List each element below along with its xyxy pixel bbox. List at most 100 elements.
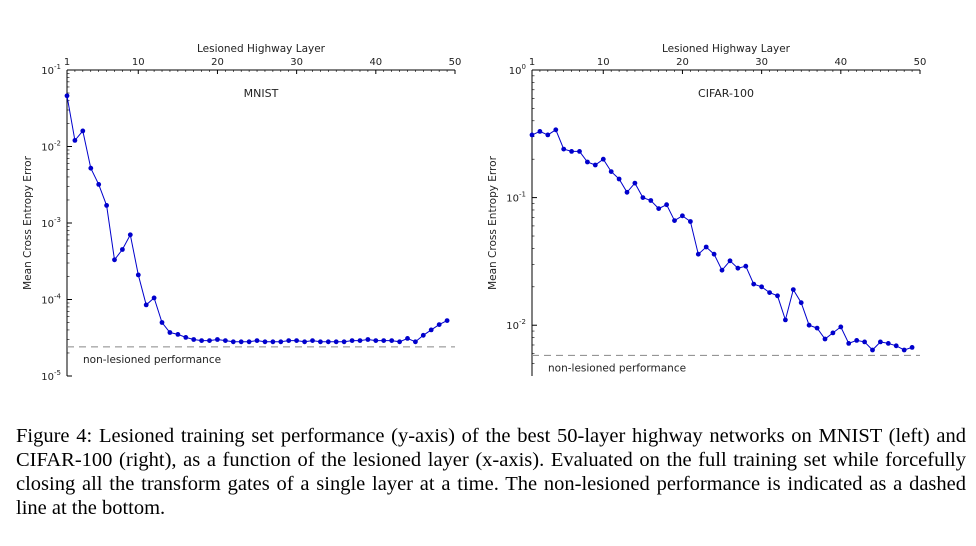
cifar-data-point bbox=[830, 330, 836, 336]
mnist-data-point bbox=[120, 247, 125, 252]
mnist-data-point bbox=[72, 138, 78, 143]
mnist-data-point bbox=[413, 339, 418, 345]
mnist-data-point bbox=[175, 332, 181, 337]
mnist-y-tick-label: 10-5 bbox=[41, 369, 61, 383]
cifar-data-point bbox=[790, 287, 796, 292]
mnist-reference-label: non-lesioned performance bbox=[83, 354, 221, 366]
mnist-x-tick-label: 40 bbox=[369, 57, 382, 68]
mnist-series-line bbox=[66, 95, 448, 343]
cifar-y-axis-label: Mean Cross Entropy Error bbox=[487, 155, 499, 289]
mnist-y-tick-label: 10-4 bbox=[41, 293, 61, 307]
cifar-data-point bbox=[878, 339, 883, 345]
cifar-data-point bbox=[703, 244, 709, 250]
cifar-data-point bbox=[537, 129, 543, 134]
cifar-x-tick-label: 40 bbox=[834, 57, 847, 68]
mnist-data-point bbox=[405, 336, 410, 341]
cifar-data-point bbox=[711, 251, 717, 257]
mnist-data-point bbox=[262, 339, 268, 345]
mnist-data-point bbox=[80, 128, 86, 134]
mnist-data-point bbox=[246, 339, 252, 345]
cifar-x-axis-label: Lesioned Highway Layer bbox=[662, 43, 791, 55]
mnist-data-point bbox=[318, 339, 323, 345]
mnist-panel-title: MNIST bbox=[244, 87, 279, 100]
mnist-data-point bbox=[286, 338, 292, 343]
cifar-data-point bbox=[561, 146, 567, 152]
cifar-data-point bbox=[767, 290, 772, 295]
cifar-data-point bbox=[695, 251, 701, 257]
mnist-data-point bbox=[223, 338, 228, 343]
cifar-data-point bbox=[806, 322, 812, 328]
mnist-data-point bbox=[191, 337, 197, 342]
mnist-data-point bbox=[310, 338, 315, 343]
mnist-data-point bbox=[183, 335, 189, 340]
mnist-x-tick-label: 30 bbox=[290, 57, 303, 68]
mnist-data-point bbox=[112, 257, 117, 263]
mnist-data-point bbox=[159, 320, 165, 325]
cifar-data-point bbox=[822, 336, 828, 342]
mnist-plot: 1 10 20 30 40 50 Lesioned Highway Layer 10-1 10-… bbox=[22, 43, 461, 383]
cifar-y-tick-label: 10-1 bbox=[506, 191, 526, 205]
mnist-data-point bbox=[381, 338, 387, 343]
cifar-x-tick-label: 20 bbox=[676, 57, 689, 68]
mnist-data-point bbox=[389, 338, 395, 343]
mnist-data-point bbox=[151, 295, 157, 301]
cifar-data-point bbox=[553, 127, 559, 133]
mnist-data-point bbox=[270, 339, 276, 345]
mnist-data-point bbox=[357, 338, 363, 343]
cifar-data-point bbox=[585, 159, 590, 165]
cifar-data-point bbox=[743, 263, 749, 269]
cifar-data-point bbox=[854, 338, 860, 343]
cifar-data-point bbox=[664, 202, 669, 208]
mnist-data-point bbox=[143, 302, 149, 308]
cifar-data-point bbox=[640, 195, 646, 201]
cifar-y-tick-label: 10-2 bbox=[506, 318, 526, 332]
cifar-x-tick-label: 30 bbox=[755, 57, 768, 68]
cifar-data-point bbox=[529, 132, 535, 138]
mnist-data-point bbox=[88, 165, 94, 171]
mnist-x-tick-label: 1 bbox=[64, 57, 70, 68]
mnist-data-point bbox=[278, 339, 284, 345]
cifar-data-point bbox=[569, 149, 574, 154]
mnist-data-point bbox=[373, 338, 379, 343]
cifar-data-point bbox=[608, 169, 614, 175]
mnist-y-tick-label: 10-1 bbox=[41, 63, 61, 77]
cifar-x-tick-label: 10 bbox=[597, 57, 610, 68]
cifar-data-point bbox=[798, 300, 804, 306]
cifar-data-point bbox=[901, 347, 907, 353]
cifar-data-point bbox=[632, 180, 638, 186]
figure: 1 10 20 30 40 50 Lesioned Highway Layer 10-1 10-… bbox=[22, 43, 926, 383]
mnist-data-point bbox=[420, 332, 426, 338]
cifar-y-tick-label: 100 bbox=[509, 63, 526, 77]
mnist-data-point bbox=[365, 337, 371, 342]
mnist-data-point bbox=[104, 203, 109, 208]
figure-caption: Figure 4: Lesioned training set performa… bbox=[16, 425, 966, 519]
mnist-x-tick-label: 20 bbox=[211, 57, 224, 68]
cifar-reference-label: non-lesioned performance bbox=[548, 362, 686, 374]
mnist-x-tick-label: 10 bbox=[132, 57, 145, 68]
cifar-data-point bbox=[885, 341, 891, 346]
cifar-data-point bbox=[727, 258, 733, 264]
cifar-data-point bbox=[672, 218, 677, 224]
mnist-data-point bbox=[96, 182, 102, 187]
cifar-data-point bbox=[616, 176, 622, 182]
mnist-data-point bbox=[135, 272, 141, 278]
mnist-y-tick-label: 10-3 bbox=[41, 216, 61, 230]
cifar-data-point bbox=[735, 265, 741, 271]
cifar-data-point bbox=[783, 317, 788, 323]
cifar-data-point bbox=[545, 132, 551, 138]
mnist-data-point bbox=[341, 339, 347, 345]
mnist-x-axis-label: Lesioned Highway Layer bbox=[197, 43, 326, 55]
mnist-data-point bbox=[294, 338, 299, 343]
mnist-data-point bbox=[302, 339, 307, 345]
mnist-data-point bbox=[215, 337, 220, 342]
mnist-data-point bbox=[254, 338, 260, 343]
mnist-y-tick-label: 10-2 bbox=[41, 140, 61, 154]
mnist-data-point bbox=[207, 338, 212, 343]
cifar-data-point bbox=[870, 347, 875, 353]
mnist-data-point bbox=[230, 339, 236, 345]
mnist-data-point bbox=[444, 318, 450, 323]
cifar100-plot: 1 10 20 30 40 50 Lesioned Highway Layer 100 10-1… bbox=[487, 43, 926, 376]
mnist-y-axis-label: Mean Cross Entropy Error bbox=[22, 155, 34, 289]
cifar-data-point bbox=[680, 213, 685, 219]
cifar-data-point bbox=[656, 206, 662, 212]
